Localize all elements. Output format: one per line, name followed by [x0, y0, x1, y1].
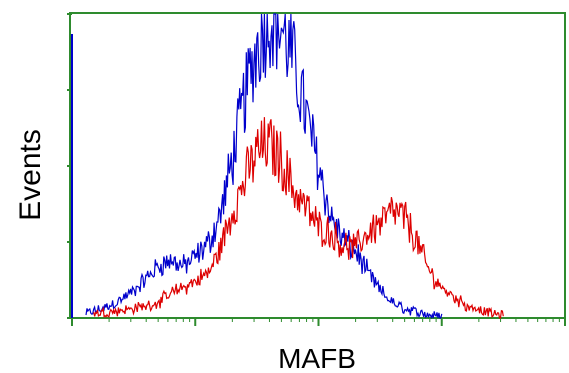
series-line-1: [85, 13, 443, 320]
series-line-2: [93, 117, 504, 319]
series-layer: [85, 13, 504, 320]
axis-ticks: [67, 13, 566, 326]
x-axis-label: MAFB: [278, 343, 356, 373]
y-axis-label: Events: [14, 129, 47, 221]
